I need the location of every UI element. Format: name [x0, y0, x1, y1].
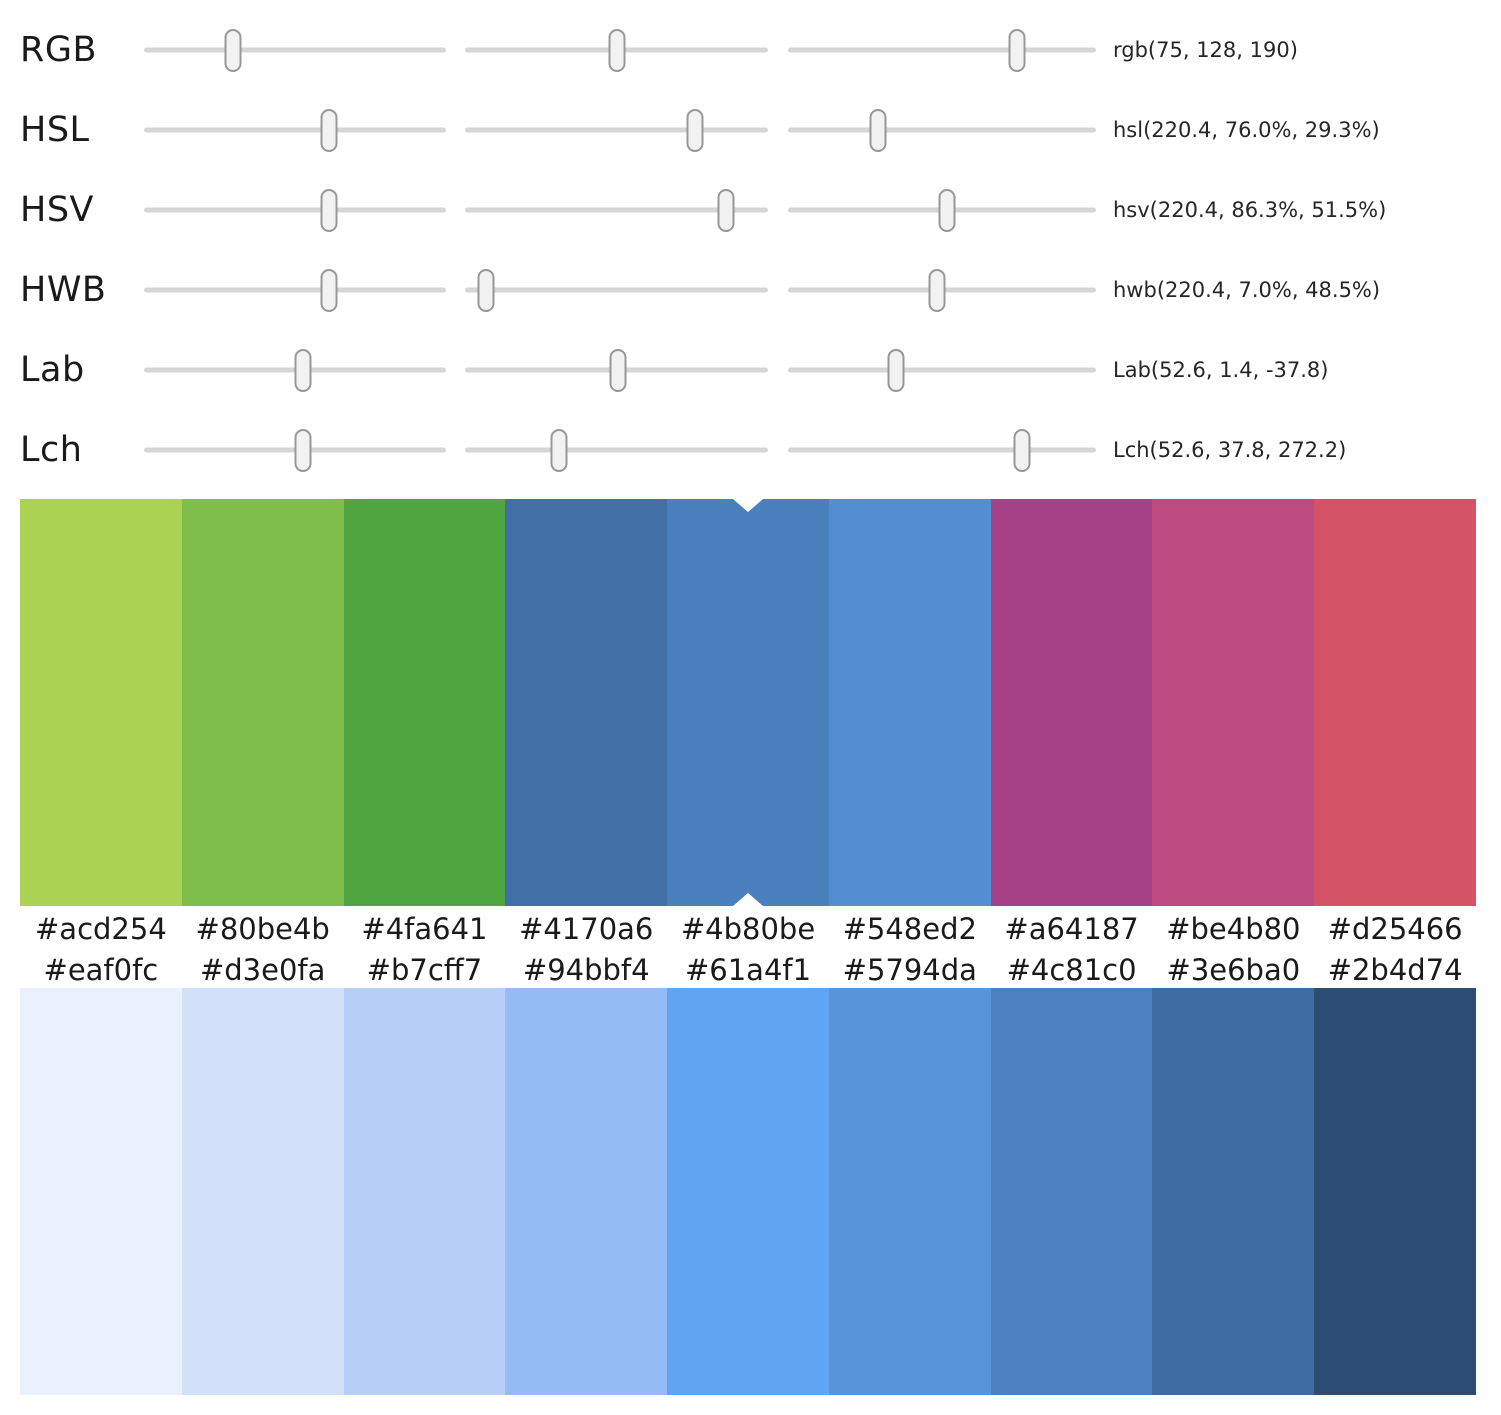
lightness-swatch[interactable]	[990, 988, 1153, 1395]
lightness-swatch[interactable]	[1152, 988, 1315, 1395]
slider-row-lch: Lch Lch(52.6, 37.8, 272.2)	[0, 410, 1501, 490]
lightness-swatch[interactable]	[828, 988, 991, 1395]
slider-label-lch: Lch	[20, 430, 83, 470]
rgb-blue-thumb[interactable]	[1008, 28, 1026, 72]
hsv-value-text: hsv(220.4, 86.3%, 51.5%)	[1113, 198, 1387, 222]
hsl-saturation-thumb[interactable]	[686, 108, 704, 152]
hsv-saturation-track[interactable]	[465, 188, 768, 232]
hex-label: #d3e0fa	[199, 953, 326, 987]
hue-palette	[20, 499, 1477, 906]
lightness-swatch[interactable]	[343, 988, 506, 1395]
lightness-swatch[interactable]	[1314, 988, 1477, 1395]
hwb-whiteness-track[interactable]	[465, 268, 768, 312]
hex-label: #61a4f1	[684, 953, 812, 987]
hex-label: #a64187	[1004, 912, 1139, 946]
hwb-hue-thumb[interactable]	[320, 268, 338, 312]
lch-value-text: Lch(52.6, 37.8, 272.2)	[1113, 438, 1347, 462]
lab-b-thumb[interactable]	[887, 348, 905, 392]
slider-label-hsl: HSL	[20, 110, 90, 150]
selection-notch-bottom	[733, 893, 764, 906]
hsl-hue-track[interactable]	[144, 108, 446, 152]
hsv-hue-track[interactable]	[144, 188, 446, 232]
hue-swatch[interactable]	[20, 499, 182, 906]
rgb-blue-track[interactable]	[788, 28, 1096, 72]
hex-label: #2b4d74	[1327, 953, 1463, 987]
hsl-value-text: hsl(220.4, 76.0%, 29.3%)	[1113, 118, 1380, 142]
slider-row-lab: Lab Lab(52.6, 1.4, -37.8)	[0, 330, 1501, 410]
hsl-lightness-track[interactable]	[788, 108, 1096, 152]
lch-lightness-thumb[interactable]	[294, 428, 312, 472]
hex-label: #4170a6	[519, 912, 654, 946]
lab-lightness-thumb[interactable]	[294, 348, 312, 392]
hex-label: #4fa641	[361, 912, 488, 946]
slider-row-hwb: HWB hwb(220.4, 7.0%, 48.5%)	[0, 250, 1501, 330]
hex-label: #548ed2	[842, 912, 977, 946]
hex-label: #b7cff7	[366, 953, 483, 987]
slider-label-lab: Lab	[20, 350, 85, 390]
lch-lightness-track[interactable]	[144, 428, 446, 472]
hue-swatch[interactable]	[343, 499, 506, 906]
slider-label-hsv: HSV	[20, 190, 94, 230]
hex-label: #5794da	[842, 953, 977, 987]
hwb-value-text: hwb(220.4, 7.0%, 48.5%)	[1113, 278, 1381, 302]
hex-label: #4c81c0	[1006, 953, 1137, 987]
lch-chroma-thumb[interactable]	[550, 428, 568, 472]
rgb-red-thumb[interactable]	[224, 28, 242, 72]
hsv-hue-thumb[interactable]	[320, 188, 338, 232]
hsl-lightness-thumb[interactable]	[869, 108, 887, 152]
rgb-green-thumb[interactable]	[608, 28, 626, 72]
rgb-value-text: rgb(75, 128, 190)	[1113, 38, 1298, 62]
selection-notch-top	[733, 499, 764, 512]
lightness-swatch[interactable]	[20, 988, 182, 1395]
hue-hex-row: #acd254 #80be4b #4fa641 #4170a6 #4b80be …	[20, 906, 1476, 952]
hex-label: #be4b80	[1166, 912, 1301, 946]
slider-label-rgb: RGB	[20, 30, 97, 70]
slider-row-hsv: HSV hsv(220.4, 86.3%, 51.5%)	[0, 170, 1501, 250]
lab-a-thumb[interactable]	[609, 348, 627, 392]
hue-swatch-selected[interactable]	[667, 499, 829, 906]
lightness-hex-row: #eaf0fc #d3e0fa #b7cff7 #94bbf4 #61a4f1 …	[20, 950, 1476, 990]
hue-swatch[interactable]	[1152, 499, 1315, 906]
rgb-green-track[interactable]	[465, 28, 768, 72]
hue-swatch[interactable]	[505, 499, 668, 906]
hsv-value-track[interactable]	[788, 188, 1096, 232]
hwb-blackness-track[interactable]	[788, 268, 1096, 312]
lightness-swatch[interactable]	[505, 988, 668, 1395]
lch-chroma-track[interactable]	[465, 428, 768, 472]
slider-row-rgb: RGB rgb(75, 128, 190)	[0, 10, 1501, 90]
lightness-palette	[20, 988, 1477, 1395]
lightness-swatch[interactable]	[667, 988, 829, 1395]
lab-a-track[interactable]	[465, 348, 768, 392]
hue-swatch[interactable]	[1314, 499, 1477, 906]
hex-label: #acd254	[35, 912, 167, 946]
lab-value-text: Lab(52.6, 1.4, -37.8)	[1113, 358, 1329, 382]
hwb-blackness-thumb[interactable]	[928, 268, 946, 312]
hsl-saturation-track[interactable]	[465, 108, 768, 152]
slider-row-hsl: HSL hsl(220.4, 76.0%, 29.3%)	[0, 90, 1501, 170]
hsv-value-thumb[interactable]	[938, 188, 956, 232]
hex-label-selected: #4b80be	[680, 912, 816, 946]
hwb-whiteness-thumb[interactable]	[477, 268, 495, 312]
lch-hue-track[interactable]	[788, 428, 1096, 472]
hex-label: #3e6ba0	[1166, 953, 1301, 987]
slider-label-hwb: HWB	[20, 270, 107, 310]
hue-swatch[interactable]	[990, 499, 1153, 906]
hsl-hue-thumb[interactable]	[320, 108, 338, 152]
hex-label: #d25466	[1327, 912, 1463, 946]
hue-swatch[interactable]	[828, 499, 991, 906]
hue-swatch[interactable]	[181, 499, 344, 906]
hex-label: #eaf0fc	[43, 953, 159, 987]
rgb-red-track[interactable]	[144, 28, 446, 72]
lab-b-track[interactable]	[788, 348, 1096, 392]
lch-hue-thumb[interactable]	[1013, 428, 1031, 472]
hsv-saturation-thumb[interactable]	[717, 188, 735, 232]
lightness-swatch[interactable]	[181, 988, 344, 1395]
hex-label: #94bbf4	[522, 953, 650, 987]
hwb-hue-track[interactable]	[144, 268, 446, 312]
hex-label: #80be4b	[195, 912, 330, 946]
lab-lightness-track[interactable]	[144, 348, 446, 392]
